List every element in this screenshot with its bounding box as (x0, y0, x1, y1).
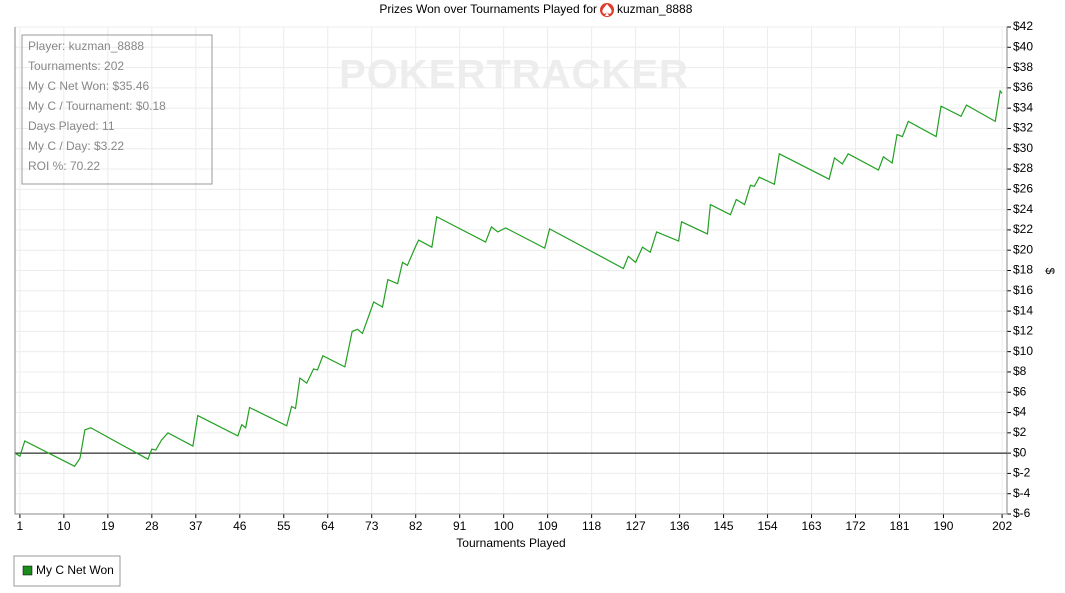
stat-line: ROI %: 70.22 (28, 159, 100, 173)
x-tick-label: 91 (453, 519, 467, 533)
x-tick-label: 37 (189, 519, 203, 533)
x-tick-label: 19 (101, 519, 115, 533)
stat-line: My C / Day: $3.22 (28, 139, 124, 153)
stat-line: Days Played: 11 (28, 119, 115, 133)
legend-label: My C Net Won (36, 563, 114, 577)
legend-swatch (22, 565, 33, 576)
stats-box (21, 34, 213, 185)
x-tick-label: 73 (365, 519, 379, 533)
x-tick-label: 55 (277, 519, 291, 533)
y-tick-label: $6 (1013, 384, 1027, 398)
x-tick-label: 181 (889, 519, 909, 533)
x-tick-label: 154 (758, 519, 778, 533)
x-tick-label: 109 (538, 519, 558, 533)
y-tick-label: $42 (1013, 19, 1033, 33)
stat-line: My C / Tournament: $0.18 (28, 99, 166, 113)
y-tick-label: $28 (1013, 161, 1033, 175)
y-tick-label: $2 (1013, 425, 1027, 439)
y-tick-label: $8 (1013, 364, 1027, 378)
spade-icon (600, 3, 614, 17)
y-tick-label: $14 (1013, 303, 1033, 317)
x-tick-label: 172 (845, 519, 865, 533)
y-tick-label: $40 (1013, 39, 1033, 53)
x-tick-label: 127 (626, 519, 646, 533)
watermark: POKERTRACKER (339, 53, 689, 97)
x-tick-label: 145 (714, 519, 734, 533)
y-tick-label: $26 (1013, 182, 1033, 196)
y-axis-label: $ (1043, 268, 1057, 275)
x-tick-label: 10 (57, 519, 71, 533)
x-tick-label: 28 (145, 519, 159, 533)
data-line (14, 89, 1003, 468)
player-name: kuzman_8888 (617, 2, 693, 16)
x-tick-label: 46 (233, 519, 247, 533)
y-tick-label: $30 (1013, 141, 1033, 155)
y-tick-label: $-2 (1013, 466, 1031, 480)
x-tick-label: 82 (409, 519, 423, 533)
x-axis-label: Tournaments Played (456, 536, 565, 550)
stat-line: Player: kuzman_8888 (28, 39, 144, 53)
x-tick-label: 1 (17, 519, 24, 533)
x-tick-label: 136 (670, 519, 690, 533)
stat-line: My C Net Won: $35.46 (28, 79, 149, 93)
y-tick-label: $32 (1013, 121, 1033, 135)
y-tick-label: $4 (1013, 405, 1027, 419)
y-tick-label: $-6 (1013, 506, 1031, 520)
axis-frame (14, 27, 1008, 515)
stat-line: Tournaments: 202 (28, 59, 124, 73)
x-tick-label: 118 (582, 519, 601, 533)
x-tick-label: 100 (494, 519, 514, 533)
x-tick-label: 190 (933, 519, 953, 533)
x-tick-label: 202 (992, 519, 1012, 533)
y-tick-label: $20 (1013, 242, 1033, 256)
grid: $-6 $-4 $-2 $0 $2 $4 $6 $8 $10 $12 $14 $16 $18 $20 $22… (14, 19, 1033, 533)
y-tick-label: $10 (1013, 344, 1033, 358)
legend: My C Net Won (22, 563, 114, 577)
y-tick-label: $18 (1013, 263, 1033, 277)
y-tick-label: $22 (1013, 222, 1033, 236)
y-tick-label: $38 (1013, 60, 1033, 74)
y-tick-label: $34 (1013, 100, 1033, 114)
stats: Player: kuzman_8888 Tournaments: 202 My C … (28, 39, 166, 173)
chart-title: Prizes Won over Tournaments Played for (379, 2, 597, 16)
x-tick-label: 64 (321, 519, 335, 533)
y-tick-label: $12 (1013, 324, 1033, 338)
y-tick-label: $24 (1013, 202, 1033, 216)
y-tick-label: $-4 (1013, 486, 1031, 500)
plot (14, 89, 1007, 468)
y-tick-label: $36 (1013, 80, 1033, 94)
x-tick-label: 163 (802, 519, 822, 533)
y-tick-label: $16 (1013, 283, 1033, 297)
y-tick-label: $0 (1013, 445, 1027, 459)
